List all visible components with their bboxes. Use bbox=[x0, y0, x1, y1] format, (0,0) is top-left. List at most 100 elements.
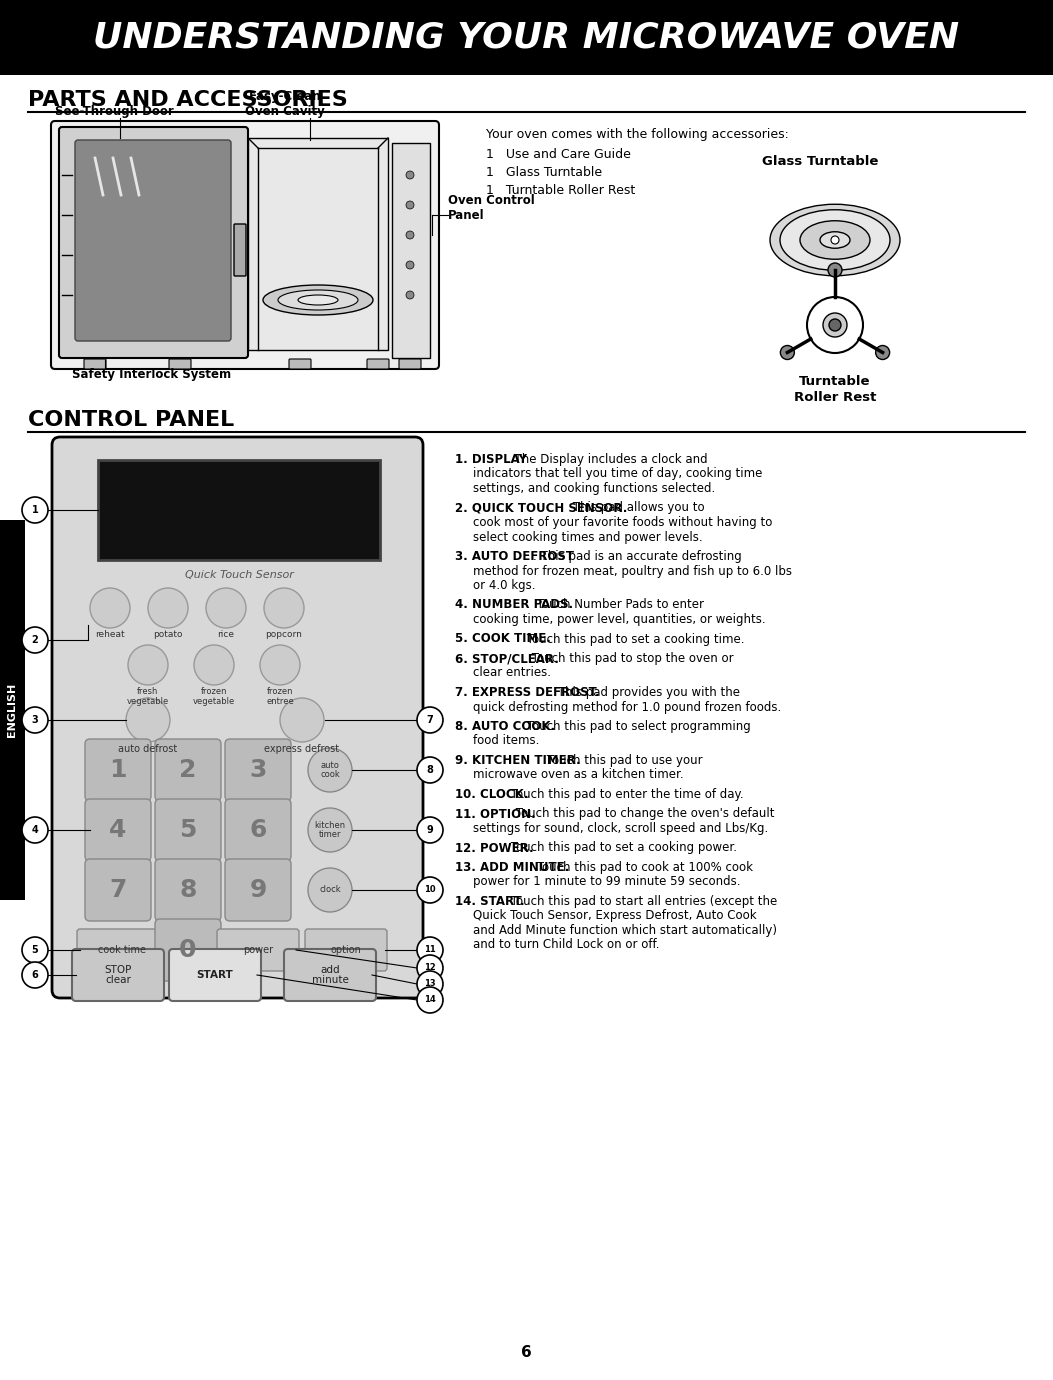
Text: indicators that tell you time of day, cooking time: indicators that tell you time of day, co… bbox=[473, 468, 762, 480]
Text: 11: 11 bbox=[424, 945, 436, 955]
Text: kitchen
timer: kitchen timer bbox=[315, 821, 345, 839]
Text: settings for sound, clock, scroll speed and Lbs/Kg.: settings for sound, clock, scroll speed … bbox=[473, 822, 769, 835]
Text: This pad provides you with the: This pad provides you with the bbox=[554, 686, 740, 700]
Text: 6: 6 bbox=[250, 818, 266, 842]
Text: 3. AUTO DEFROST: 3. AUTO DEFROST bbox=[455, 551, 574, 563]
Text: power for 1 minute to 99 minute 59 seconds.: power for 1 minute to 99 minute 59 secon… bbox=[473, 875, 740, 889]
Circle shape bbox=[260, 644, 300, 684]
FancyBboxPatch shape bbox=[59, 127, 249, 357]
FancyBboxPatch shape bbox=[234, 224, 246, 276]
FancyBboxPatch shape bbox=[85, 799, 151, 861]
Circle shape bbox=[22, 817, 48, 843]
FancyBboxPatch shape bbox=[168, 359, 191, 368]
Text: 2: 2 bbox=[179, 758, 197, 782]
Circle shape bbox=[22, 627, 48, 653]
Text: auto defrost: auto defrost bbox=[118, 744, 178, 753]
FancyBboxPatch shape bbox=[367, 359, 389, 368]
Text: See-Through Door: See-Through Door bbox=[55, 105, 174, 119]
Text: PARTS AND ACCESSORIES: PARTS AND ACCESSORIES bbox=[28, 90, 347, 110]
FancyBboxPatch shape bbox=[392, 144, 430, 357]
Circle shape bbox=[876, 345, 890, 360]
Ellipse shape bbox=[298, 295, 338, 305]
Text: and to turn Child Lock on or off.: and to turn Child Lock on or off. bbox=[473, 938, 659, 951]
Text: 11. OPTION.: 11. OPTION. bbox=[455, 807, 536, 821]
Text: 5: 5 bbox=[179, 818, 197, 842]
Circle shape bbox=[264, 588, 304, 628]
Circle shape bbox=[406, 201, 414, 208]
Text: CONTROL PANEL: CONTROL PANEL bbox=[28, 410, 234, 431]
Text: 9. KITCHEN TIMER.: 9. KITCHEN TIMER. bbox=[455, 753, 580, 767]
Text: Touch this pad to stop the oven or: Touch this pad to stop the oven or bbox=[528, 651, 734, 665]
Ellipse shape bbox=[278, 290, 358, 310]
Ellipse shape bbox=[263, 286, 373, 315]
Text: 6: 6 bbox=[32, 970, 38, 980]
FancyBboxPatch shape bbox=[52, 437, 423, 998]
FancyBboxPatch shape bbox=[51, 121, 439, 368]
Circle shape bbox=[90, 588, 130, 628]
Text: UNDERSTANDING YOUR MICROWAVE OVEN: UNDERSTANDING YOUR MICROWAVE OVEN bbox=[93, 19, 959, 54]
FancyBboxPatch shape bbox=[155, 799, 221, 861]
Circle shape bbox=[780, 345, 794, 360]
Text: frozen
entree: frozen entree bbox=[266, 687, 294, 705]
Text: 8: 8 bbox=[426, 765, 434, 776]
Circle shape bbox=[307, 809, 352, 851]
Text: Touch Number Pads to enter: Touch Number Pads to enter bbox=[533, 599, 704, 611]
Circle shape bbox=[406, 171, 414, 179]
Text: cook time: cook time bbox=[98, 945, 146, 955]
Circle shape bbox=[829, 319, 841, 331]
FancyBboxPatch shape bbox=[72, 949, 164, 1000]
Text: 3: 3 bbox=[250, 758, 266, 782]
FancyBboxPatch shape bbox=[85, 858, 151, 920]
Text: 2: 2 bbox=[32, 635, 38, 644]
Text: Touch this pad to enter the time of day.: Touch this pad to enter the time of day. bbox=[506, 788, 743, 800]
Circle shape bbox=[406, 230, 414, 239]
Circle shape bbox=[417, 758, 443, 782]
Text: 14: 14 bbox=[424, 995, 436, 1005]
Circle shape bbox=[406, 291, 414, 299]
Text: 5. COOK TIME.: 5. COOK TIME. bbox=[455, 632, 551, 646]
Text: 1   Glass Turntable: 1 Glass Turntable bbox=[486, 166, 602, 179]
FancyBboxPatch shape bbox=[0, 0, 1053, 75]
Circle shape bbox=[22, 497, 48, 523]
FancyBboxPatch shape bbox=[155, 740, 221, 800]
FancyBboxPatch shape bbox=[284, 949, 376, 1000]
Text: and Add Minute function which start automatically): and Add Minute function which start auto… bbox=[473, 925, 777, 937]
Text: 7. EXPRESS DEFROST.: 7. EXPRESS DEFROST. bbox=[455, 686, 599, 700]
Text: 13: 13 bbox=[424, 980, 436, 988]
Text: Touch this pad to change the oven's default: Touch this pad to change the oven's defa… bbox=[512, 807, 775, 821]
Text: 1. DISPLAY: 1. DISPLAY bbox=[455, 453, 526, 466]
FancyBboxPatch shape bbox=[85, 740, 151, 800]
FancyBboxPatch shape bbox=[84, 359, 106, 368]
Text: 10. CLOCK.: 10. CLOCK. bbox=[455, 788, 529, 800]
FancyBboxPatch shape bbox=[249, 138, 388, 351]
Text: 3: 3 bbox=[32, 715, 38, 724]
Text: 4. NUMBER PADS.: 4. NUMBER PADS. bbox=[455, 599, 573, 611]
Ellipse shape bbox=[780, 210, 890, 270]
Text: 6. STOP/CLEAR.: 6. STOP/CLEAR. bbox=[455, 651, 559, 665]
Text: 6: 6 bbox=[520, 1346, 532, 1361]
Text: Turntable
Roller Rest: Turntable Roller Rest bbox=[794, 375, 876, 404]
Text: 1: 1 bbox=[110, 758, 126, 782]
Text: 5: 5 bbox=[32, 945, 38, 955]
Text: This pad allows you to: This pad allows you to bbox=[570, 501, 706, 515]
Text: Touch this pad to start all entries (except the: Touch this pad to start all entries (exc… bbox=[506, 896, 777, 908]
Text: select cooking times and power levels.: select cooking times and power levels. bbox=[473, 530, 702, 544]
Text: microwave oven as a kitchen timer.: microwave oven as a kitchen timer. bbox=[473, 769, 683, 781]
Text: 4: 4 bbox=[32, 825, 38, 835]
Circle shape bbox=[307, 868, 352, 912]
Text: reheat: reheat bbox=[95, 631, 125, 639]
FancyBboxPatch shape bbox=[217, 929, 299, 972]
Text: Your oven comes with the following accessories:: Your oven comes with the following acces… bbox=[486, 128, 789, 141]
Text: cooking time, power level, quantities, or weights.: cooking time, power level, quantities, o… bbox=[473, 613, 766, 627]
FancyBboxPatch shape bbox=[225, 858, 291, 920]
Text: 10: 10 bbox=[424, 886, 436, 894]
Text: 0: 0 bbox=[179, 938, 197, 962]
Text: quick defrosting method for 1.0 pound frozen foods.: quick defrosting method for 1.0 pound fr… bbox=[473, 701, 781, 713]
Text: Quick Touch Sensor, Express Defrost, Auto Cook: Quick Touch Sensor, Express Defrost, Aut… bbox=[473, 909, 757, 922]
Circle shape bbox=[22, 937, 48, 963]
Text: or 4.0 kgs.: or 4.0 kgs. bbox=[473, 580, 536, 592]
Text: 4: 4 bbox=[110, 818, 126, 842]
FancyBboxPatch shape bbox=[305, 929, 388, 972]
Text: add
minute: add minute bbox=[312, 965, 349, 985]
Circle shape bbox=[22, 707, 48, 733]
